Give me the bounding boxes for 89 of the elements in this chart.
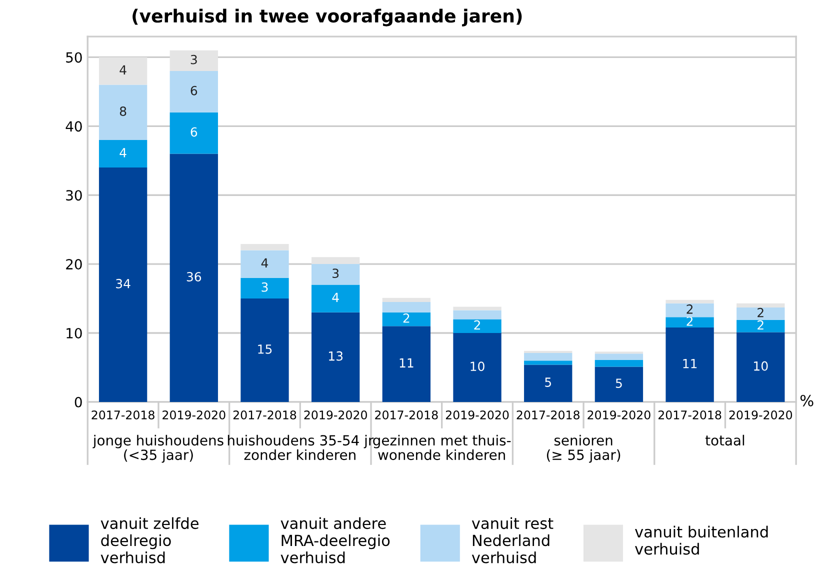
data-label: 3 [190,54,197,64]
bar [312,257,360,264]
data-label: 2 [403,313,410,323]
data-label: 36 [186,272,202,282]
data-label: 2 [686,304,693,314]
bar [312,264,360,285]
legend-label: vanuit rest Nederland verhuisd [472,517,554,564]
bar [170,50,218,72]
legend-label: vanuit zelfde deelregio verhuisd [100,517,199,564]
x-tick-label: 2017-2018 [658,410,722,420]
bar [382,312,431,326]
bar [240,278,289,299]
y-tick-label: 20 [66,259,82,270]
legend-label: vanuit andere MRA-deelregio verhuisd [280,517,390,564]
x-tick-label: 2017-2018 [92,410,154,420]
bar [666,303,714,318]
bar [98,57,148,85]
bar [736,332,785,402]
bar [382,302,431,312]
text: gezinnen met thuis- wonende kinderen [373,434,511,460]
data-label: 5 [545,378,551,387]
x-tick-label: 2019-2020 [729,410,792,420]
bar [453,319,502,333]
data-label: 34 [116,278,130,288]
bar [666,300,714,304]
bar [382,298,431,302]
data-label: 10 [470,362,484,372]
data-label: 4 [332,292,339,302]
y-tick-label: 10 [66,328,82,338]
x-tick-label: 2017-2018 [233,410,296,420]
bar [312,312,360,402]
bar [736,307,785,320]
legend-label: vanuit buitenland verhuisd [635,526,768,555]
bar [594,354,644,360]
chart-title: (verhuisd in twee voorafgaande jaren) [132,8,522,26]
data-label: 4 [120,65,126,74]
data-label: 4 [120,148,126,158]
bar [453,332,502,402]
bar [170,154,218,402]
x-tick-label: 2017-2018 [375,410,438,420]
bar [382,326,431,402]
x-tick-label: 2019-2020 [588,410,650,420]
data-label: 4 [261,258,268,268]
data-label: 15 [258,344,272,354]
x-tick-label: 2019-2020 [446,410,509,420]
bar [736,303,785,308]
data-label: 11 [400,358,414,368]
data-label: 2 [474,320,480,330]
bar [98,84,148,140]
data-label: 8 [120,106,126,116]
bar [312,284,360,312]
data-label: 2 [758,320,764,330]
data-label: 3 [262,282,268,292]
data-label: 13 [329,351,343,361]
bar [666,327,714,402]
bar [170,112,218,154]
x-tick-label: 2019-2020 [304,410,367,420]
bar [524,360,572,365]
bar [240,250,289,278]
data-label: 6 [190,127,198,137]
bar [240,244,289,250]
data-label: 5 [616,378,622,388]
text: huishoudens 35-54 jr zonder kinderen [228,434,374,460]
bar [98,140,148,168]
bar [170,71,218,112]
y-tick-label: 0 [74,396,82,408]
text: totaal [705,434,744,446]
y-axis-title: % [800,394,814,406]
bar [240,298,289,402]
y-tick-label: 30 [66,190,82,201]
y-tick-label: 40 [66,121,82,132]
bar [594,360,644,367]
bar [594,366,644,402]
text: jonge huishoudens (<35 jaar) [92,434,224,463]
bar [98,168,148,402]
x-tick-label: 2017-2018 [516,410,580,420]
data-label: 6 [190,86,198,96]
bar [453,310,502,320]
text: senioren (≥ 55 jaar) [546,434,620,463]
bar [736,320,785,332]
data-label: 10 [754,361,768,371]
bar [524,364,572,402]
data-label: 11 [683,359,697,368]
bar [666,317,714,328]
y-tick-label: 50 [66,52,82,63]
bar [524,352,572,361]
data-label: 2 [758,308,764,318]
data-label: 3 [332,268,339,278]
x-tick-label: 2019-2020 [162,410,226,420]
